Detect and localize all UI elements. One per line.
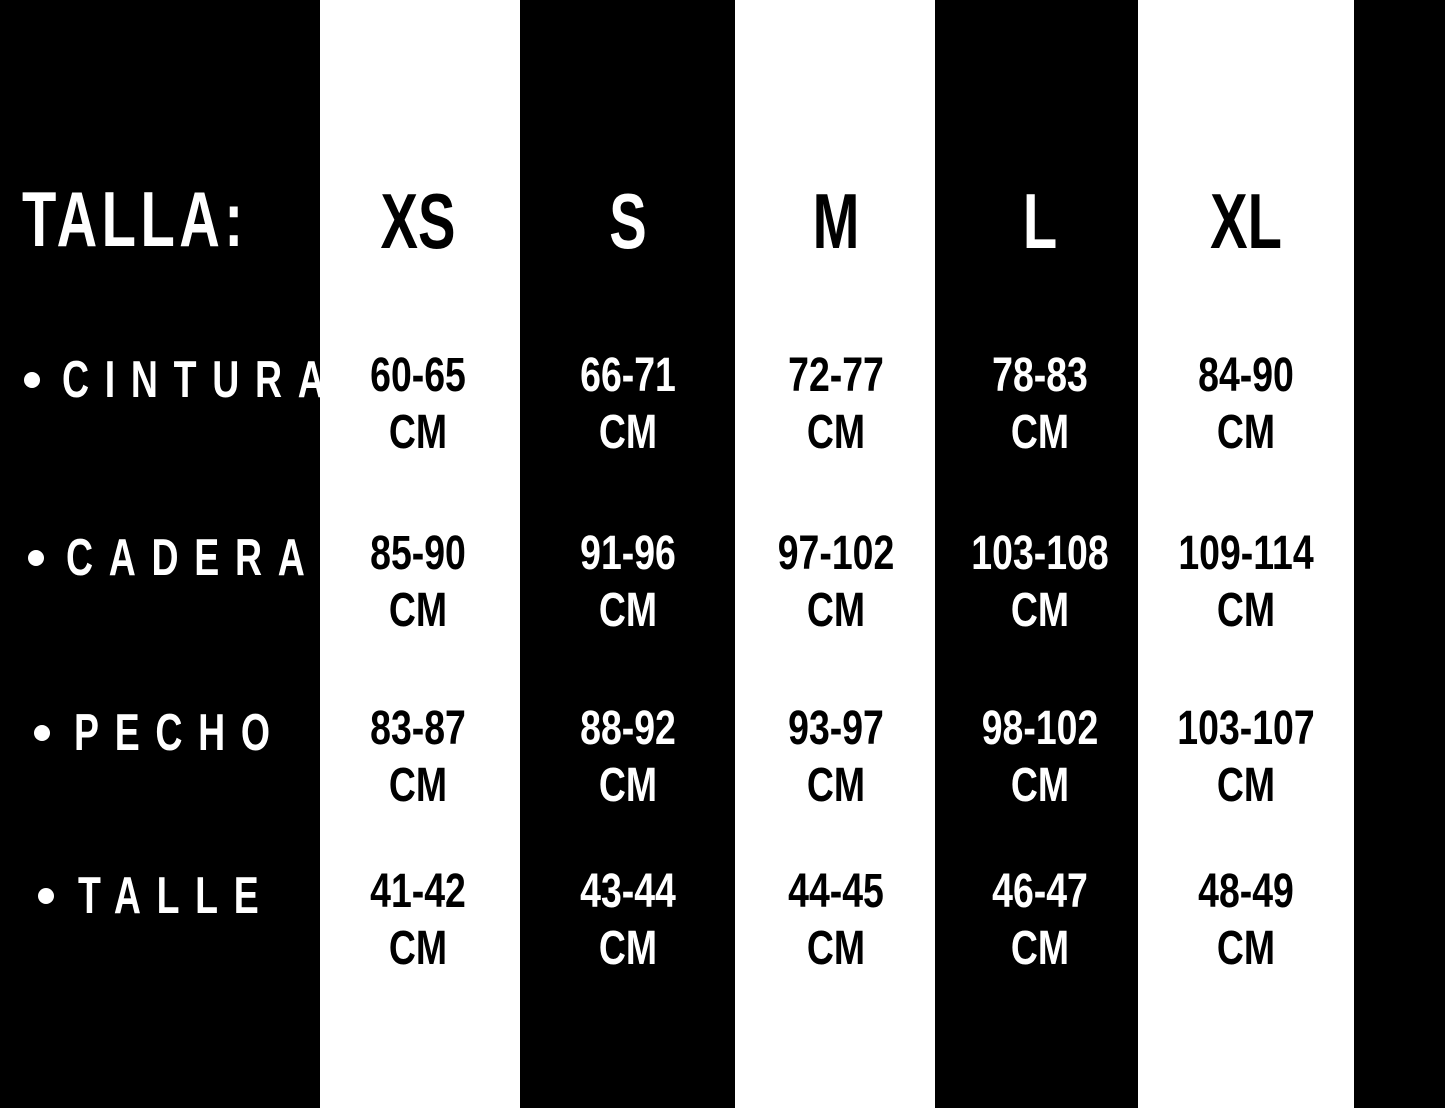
column-stripe: [0, 0, 320, 1108]
measurement-unit: CM: [1216, 584, 1276, 637]
measurement-range: 43-44: [580, 865, 676, 918]
measurement-unit: CM: [806, 406, 866, 459]
measurement-range: 78-83: [992, 349, 1088, 402]
measurement-unit: CM: [598, 406, 658, 459]
measurement-range: 97-102: [777, 527, 895, 580]
measurement-unit: CM: [388, 584, 448, 637]
bullet-icon: [28, 550, 44, 566]
chart-title: TALLA:: [22, 175, 248, 263]
row-label: CADERA: [66, 529, 321, 587]
size-header: XL: [1210, 177, 1282, 265]
measurement-range: 83-87: [370, 702, 466, 755]
size-header: S: [609, 177, 647, 265]
size-header: M: [812, 177, 860, 265]
measurement-unit: CM: [1216, 759, 1276, 812]
measurement-range: 103-107: [1177, 702, 1315, 755]
bullet-icon: [34, 725, 50, 741]
column-stripe: [935, 0, 1138, 1108]
measurement-range: 60-65: [370, 349, 466, 402]
row-label: CINTURA: [62, 351, 341, 409]
measurement-range: 103-108: [971, 527, 1109, 580]
measurement-unit: CM: [1010, 584, 1070, 637]
measurement-range: 72-77: [788, 349, 884, 402]
row-label: TALLE: [78, 867, 275, 925]
column-stripe: [735, 0, 935, 1108]
measurement-unit: CM: [1010, 759, 1070, 812]
measurement-range: 44-45: [788, 865, 884, 918]
measurement-range: 85-90: [370, 527, 466, 580]
column-stripe: [520, 0, 735, 1108]
size-header: XS: [380, 177, 456, 265]
measurement-range: 48-49: [1198, 865, 1294, 918]
measurement-range: 91-96: [580, 527, 676, 580]
measurement-unit: CM: [806, 584, 866, 637]
measurement-unit: CM: [1216, 922, 1276, 975]
measurement-range: 109-114: [1178, 527, 1314, 580]
measurement-unit: CM: [388, 922, 448, 975]
measurement-unit: CM: [806, 922, 866, 975]
measurement-unit: CM: [1010, 406, 1070, 459]
column-stripe: [1354, 0, 1445, 1108]
measurement-unit: CM: [806, 759, 866, 812]
measurement-unit: CM: [388, 759, 448, 812]
column-stripe: [1138, 0, 1354, 1108]
measurement-unit: CM: [598, 922, 658, 975]
row-label: PECHO: [74, 704, 286, 762]
bullet-icon: [24, 372, 40, 388]
measurement-unit: CM: [1010, 922, 1070, 975]
measurement-range: 46-47: [992, 865, 1088, 918]
column-stripe: [320, 0, 520, 1108]
measurement-range: 41-42: [370, 865, 466, 918]
measurement-unit: CM: [1216, 406, 1276, 459]
measurement-range: 93-97: [788, 702, 884, 755]
measurement-unit: CM: [388, 406, 448, 459]
measurement-range: 66-71: [580, 349, 676, 402]
measurement-unit: CM: [598, 584, 658, 637]
measurement-unit: CM: [598, 759, 658, 812]
measurement-range: 98-102: [981, 702, 1099, 755]
measurement-range: 88-92: [580, 702, 676, 755]
bullet-icon: [38, 888, 54, 904]
size-header: L: [1022, 177, 1058, 265]
measurement-range: 84-90: [1198, 349, 1294, 402]
